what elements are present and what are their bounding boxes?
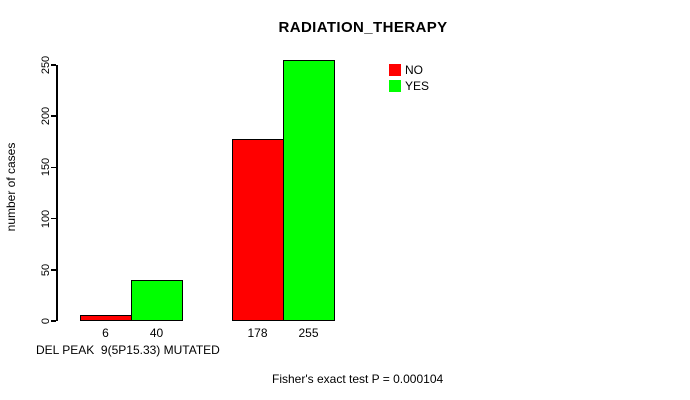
- legend-label-no: NO: [405, 63, 423, 77]
- legend-swatch-yes-icon: [389, 80, 401, 92]
- y-axis-label: number of cases: [4, 142, 18, 232]
- legend-item-yes: YES: [389, 79, 429, 93]
- bar-yes-group2: [283, 59, 335, 321]
- bar-no-group2: [232, 138, 284, 321]
- y-tick-label: 200: [40, 107, 52, 126]
- x-axis-label: DEL PEAK 9(5P15.33) MUTATED: [36, 343, 220, 357]
- stat-test-footnote: Fisher's exact test P = 0.000104: [272, 372, 444, 386]
- bar-count-label: 178: [247, 326, 268, 340]
- chart-title: RADIATION_THERAPY: [278, 19, 448, 36]
- y-tick-mark: [50, 115, 56, 117]
- y-tick-mark: [50, 320, 56, 322]
- y-tick-mark: [50, 217, 56, 220]
- legend-item-no: NO: [389, 63, 429, 77]
- bar-yes-group1: [131, 280, 183, 321]
- y-tick-mark: [50, 269, 56, 271]
- y-tick-label: 50: [40, 263, 52, 276]
- y-tick-label: 150: [40, 158, 52, 177]
- bar-count-label: 40: [149, 326, 164, 340]
- y-tick-label: 0: [40, 317, 52, 325]
- legend-swatch-no-icon: [389, 64, 401, 76]
- bar-count-label: 6: [102, 326, 109, 340]
- y-tick-mark: [50, 166, 56, 169]
- y-tick-mark: [50, 64, 56, 66]
- legend-label-yes: YES: [405, 79, 430, 93]
- bar-count-label: 255: [298, 326, 319, 340]
- y-tick-label: 100: [40, 209, 52, 228]
- legend: NO YES: [389, 63, 429, 93]
- y-axis-line: [56, 65, 58, 321]
- y-tick-label: 250: [40, 55, 52, 75]
- bar-no-group1: [80, 314, 132, 321]
